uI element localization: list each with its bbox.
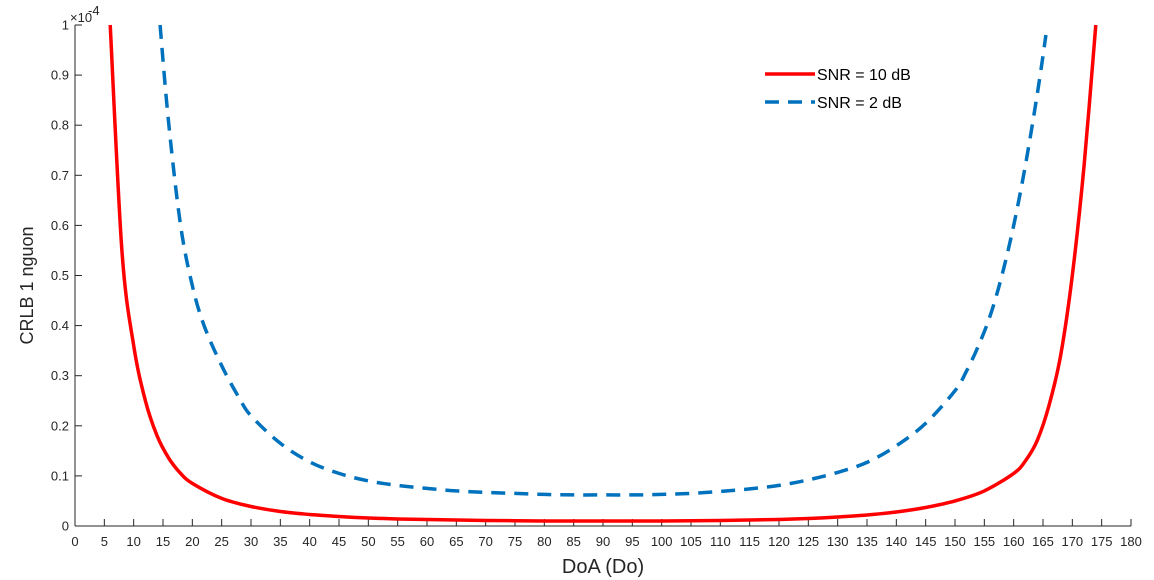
x-tick-label: 85 <box>566 534 580 549</box>
legend-label: SNR = 10 dB <box>817 67 911 84</box>
x-tick-label: 145 <box>915 534 937 549</box>
x-tick-label: 100 <box>651 534 673 549</box>
y-tick-label: 0.8 <box>51 118 69 133</box>
y-tick-label: 0.2 <box>51 418 69 433</box>
x-tick-label: 30 <box>244 534 258 549</box>
x-tick-label: 5 <box>101 534 108 549</box>
y-tick-label: 0.4 <box>51 318 69 333</box>
x-tick-label: 175 <box>1091 534 1113 549</box>
legend: SNR = 10 dB SNR = 2 dB <box>765 67 911 112</box>
series-line-snr-2db <box>158 24 1048 497</box>
series-layer <box>108 24 1098 523</box>
x-tick-label: 35 <box>273 534 287 549</box>
x-tick-label: 65 <box>449 534 463 549</box>
x-tick-label: 165 <box>1032 534 1054 549</box>
y-tick-label: 0.6 <box>51 218 69 233</box>
x-tick-label: 110 <box>710 534 731 549</box>
x-tick-label: 105 <box>680 534 702 549</box>
y-axis-label: CRLB 1 nguon <box>17 226 37 344</box>
x-tick-label: 15 <box>156 534 170 549</box>
y-axis-exponent-base: ×10 <box>70 10 92 25</box>
y-tick-label: 0 <box>62 519 69 534</box>
x-tick-label: 70 <box>478 534 492 549</box>
x-tick-label: 20 <box>185 534 199 549</box>
y-tick-label: 1 <box>62 18 69 33</box>
x-tick-label: 45 <box>332 534 346 549</box>
x-tick-label: 80 <box>537 534 551 549</box>
y-tick-label: 0.1 <box>51 468 69 483</box>
y-tick-label: 0.7 <box>51 168 69 183</box>
legend-label: SNR = 2 dB <box>817 95 902 112</box>
x-tick-label: 170 <box>1061 534 1083 549</box>
x-tick-label: 140 <box>885 534 907 549</box>
x-tick-label: 75 <box>508 534 522 549</box>
x-tick-label: 120 <box>768 534 790 549</box>
y-tick-label: 0.9 <box>51 68 69 83</box>
x-tick-label: 10 <box>126 534 140 549</box>
x-tick-label: 55 <box>390 534 404 549</box>
x-tick-label: 0 <box>71 534 78 549</box>
x-tick-label: 150 <box>944 534 966 549</box>
x-tick-label: 115 <box>739 534 760 549</box>
x-tick-label: 135 <box>856 534 878 549</box>
x-tick-label: 180 <box>1120 534 1142 549</box>
x-tick-label: 125 <box>797 534 819 549</box>
x-axis-label: DoA (Do) <box>562 556 644 578</box>
ticks: 0 5 10 15 20 25 30 35 40 45 50 55 60 65 70 75 80 85 90 95 10… <box>51 18 1142 550</box>
x-tick-label: 50 <box>361 534 375 549</box>
x-tick-label: 95 <box>625 534 639 549</box>
x-tick-label: 25 <box>214 534 228 549</box>
x-tick-label: 40 <box>302 534 316 549</box>
x-tick-label: 130 <box>827 534 849 549</box>
series-line-snr-10db <box>108 24 1098 523</box>
y-tick-label: 0.3 <box>51 368 69 383</box>
x-tick-label: 155 <box>973 534 995 549</box>
y-tick-label: 0.5 <box>51 268 69 283</box>
x-tick-label: 60 <box>420 534 434 549</box>
x-tick-label: 160 <box>1003 534 1025 549</box>
x-tick-label: 90 <box>596 534 610 549</box>
y-axis-exponent-power: -4 <box>88 3 100 18</box>
